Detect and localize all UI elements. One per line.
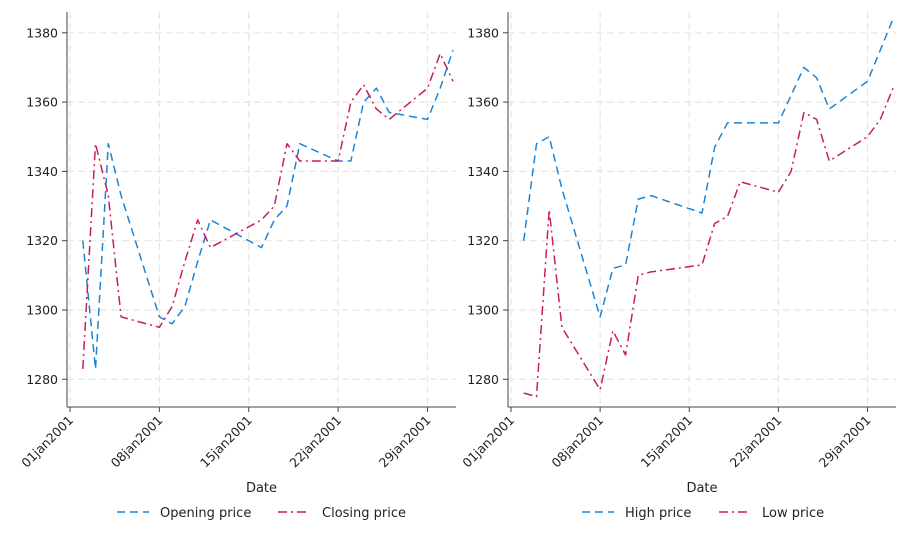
x-tick-label: 01jan2001	[459, 413, 517, 471]
x-tick-label: 29jan2001	[816, 413, 874, 471]
gridlines	[67, 12, 456, 407]
y-tick-label: 1320	[467, 233, 499, 248]
y-tick-label: 1340	[26, 164, 58, 179]
legend-label: Closing price	[322, 506, 406, 521]
legend-label: Low price	[762, 506, 824, 521]
x-tick-label: 08jan2001	[108, 413, 166, 471]
legend-label: Opening price	[160, 506, 251, 521]
y-tick-label: 1280	[467, 372, 499, 387]
y-tick-label: 1360	[26, 95, 58, 110]
y-tick-label: 1320	[26, 233, 58, 248]
chart-panel-1: 1280 1300 1320 1340 1360 1380 01jan2001 08jan20…	[18, 12, 456, 521]
x-tick-label: 22jan2001	[727, 413, 785, 471]
series-line-closing-price	[82, 52, 454, 369]
y-tick-label: 1360	[467, 95, 499, 110]
legend-label: High price	[625, 506, 691, 521]
series-line-high-price	[522, 18, 894, 318]
x-tick-label: 15jan2001	[197, 413, 255, 471]
y-tick-label: 1280	[26, 372, 58, 387]
x-tick-label: 01jan2001	[18, 413, 76, 471]
y-tick-label: 1380	[467, 25, 499, 40]
series-line-low-price	[523, 87, 894, 398]
x-tick-label: 15jan2001	[638, 413, 696, 471]
y-tick-label: 1300	[26, 302, 58, 317]
x-tick-label: 22jan2001	[286, 413, 344, 471]
y-tick-label: 1340	[467, 164, 499, 179]
x-tick-label: 08jan2001	[548, 413, 606, 471]
x-axis-title: Date	[686, 481, 717, 496]
gridlines	[508, 12, 896, 407]
y-tick-label: 1380	[26, 25, 58, 40]
chart-panel-2: 1280 1300 1320 1340 1360 1380 01jan2001 08jan20…	[459, 12, 896, 521]
x-tick-label: 29jan2001	[376, 413, 434, 471]
y-tick-label: 1300	[467, 302, 499, 317]
x-axis-title: Date	[246, 481, 277, 496]
